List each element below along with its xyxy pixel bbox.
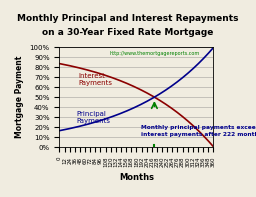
- Text: Principal
Payments: Principal Payments: [77, 111, 111, 124]
- Text: on a 30-Year Fixed Rate Mortgage: on a 30-Year Fixed Rate Mortgage: [42, 28, 214, 37]
- Y-axis label: Mortgage Payment: Mortgage Payment: [15, 56, 24, 138]
- Text: Interest
Payments: Interest Payments: [79, 73, 113, 86]
- X-axis label: Months: Months: [119, 173, 154, 182]
- Text: Monthly Principal and Interest Repayments: Monthly Principal and Interest Repayment…: [17, 14, 239, 23]
- Text: http://www.themortgagereports.com: http://www.themortgagereports.com: [109, 51, 199, 56]
- Text: Monthly principal payments exceed
interest payments after 222 months: Monthly principal payments exceed intere…: [141, 125, 256, 137]
